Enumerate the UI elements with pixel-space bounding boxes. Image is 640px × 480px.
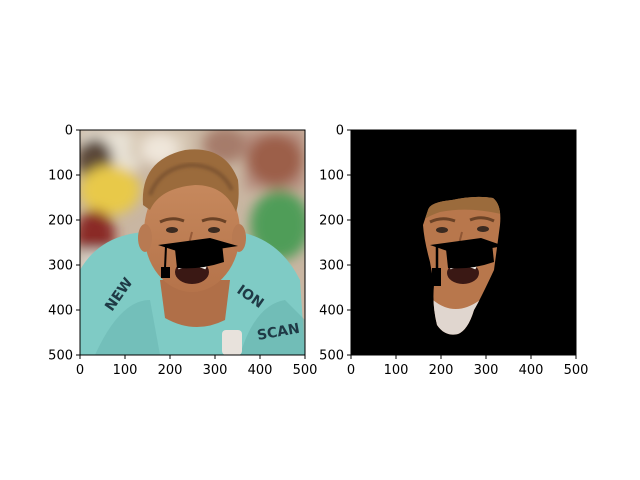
x-tick-label: 200: [158, 363, 183, 378]
x-tick-label: 500: [293, 363, 318, 378]
segmented-face-image: [351, 130, 576, 355]
y-tick-label: 400: [319, 304, 344, 319]
axes-frame-right: [350, 129, 577, 356]
y-tick-label: 0: [336, 124, 344, 139]
svg-text:SCAN: SCAN: [256, 321, 301, 344]
x-tick-label: 200: [429, 363, 454, 378]
y-tick-label: 100: [319, 169, 344, 184]
y-tick-label: 300: [319, 259, 344, 274]
panel-original-photo: NEW ION SCAN: [48, 124, 317, 379]
graduation-cap-overlay-left: [158, 238, 238, 278]
y-tick-label: 200: [48, 214, 73, 229]
graduation-cap-overlay-right: [430, 238, 504, 286]
x-tick-label: 100: [384, 363, 409, 378]
y-tick-label: 300: [48, 259, 73, 274]
y-tick-label: 0: [65, 124, 73, 139]
x-tick-label: 300: [203, 363, 228, 378]
x-tick-label: 400: [248, 363, 273, 378]
y-tick-label: 400: [48, 304, 73, 319]
x-tick-label: 300: [474, 363, 499, 378]
axes-frame-left: [79, 129, 306, 356]
x-tick-label: 100: [113, 363, 138, 378]
x-tick-label: 0: [347, 363, 355, 378]
x-tick-label: 500: [564, 363, 589, 378]
y-tick-label: 500: [48, 349, 73, 364]
y-tick-label: 100: [48, 169, 73, 184]
x-tick-label: 400: [519, 363, 544, 378]
original-photo-image: NEW ION SCAN: [80, 130, 305, 355]
x-tick-label: 0: [76, 363, 84, 378]
y-tick-label: 200: [319, 214, 344, 229]
y-tick-label: 500: [319, 349, 344, 364]
